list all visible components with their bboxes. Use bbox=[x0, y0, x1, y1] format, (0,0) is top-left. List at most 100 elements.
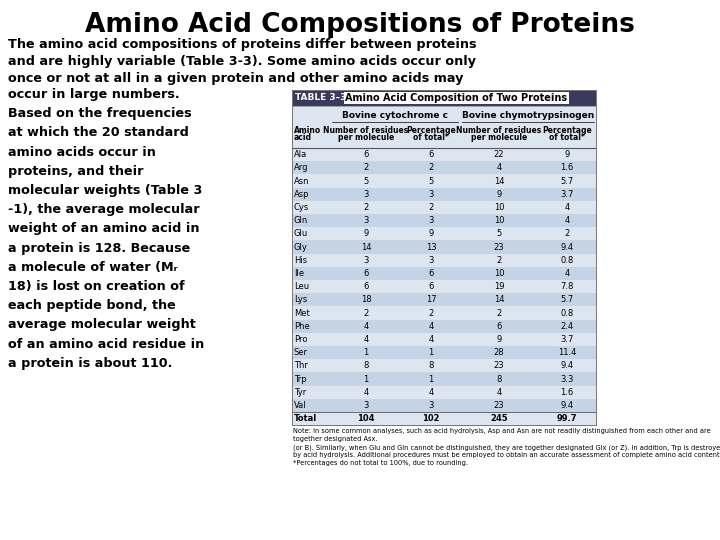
Text: average molecular weight: average molecular weight bbox=[8, 319, 196, 332]
Text: 2.4: 2.4 bbox=[560, 322, 574, 330]
Text: 1: 1 bbox=[364, 348, 369, 357]
Text: 4: 4 bbox=[564, 269, 570, 278]
Text: Glu: Glu bbox=[294, 230, 308, 238]
Text: 10: 10 bbox=[494, 216, 504, 225]
Text: 14: 14 bbox=[494, 177, 504, 186]
Text: 4: 4 bbox=[564, 203, 570, 212]
Text: 14: 14 bbox=[494, 295, 504, 305]
Text: Ser: Ser bbox=[294, 348, 308, 357]
Bar bbox=[292, 148, 596, 161]
Text: 245: 245 bbox=[490, 414, 508, 423]
Bar bbox=[292, 412, 596, 425]
Text: 4: 4 bbox=[496, 163, 502, 172]
Text: 3: 3 bbox=[364, 216, 369, 225]
Text: Amino: Amino bbox=[294, 126, 321, 135]
Bar bbox=[292, 174, 596, 187]
Text: *Percentages do not total to 100%, due to rounding.: *Percentages do not total to 100%, due t… bbox=[293, 460, 468, 466]
Text: 6: 6 bbox=[428, 150, 433, 159]
Text: 102: 102 bbox=[422, 414, 440, 423]
Text: 4: 4 bbox=[364, 322, 369, 330]
Text: 18: 18 bbox=[361, 295, 372, 305]
Text: 3.7: 3.7 bbox=[560, 335, 574, 344]
Bar bbox=[292, 293, 596, 306]
Text: Pro: Pro bbox=[294, 335, 307, 344]
Text: Note: In some common analyses, such as acid hydrolysis, Asp and Asn are not read: Note: In some common analyses, such as a… bbox=[293, 428, 711, 434]
Text: 4: 4 bbox=[496, 388, 502, 397]
Text: 10: 10 bbox=[494, 203, 504, 212]
Text: Percentage: Percentage bbox=[406, 126, 456, 135]
Text: 9: 9 bbox=[496, 190, 502, 199]
Text: 5.7: 5.7 bbox=[560, 177, 574, 186]
Text: 6: 6 bbox=[428, 282, 433, 291]
Text: 5: 5 bbox=[496, 230, 502, 238]
Text: 4: 4 bbox=[364, 335, 369, 344]
Bar bbox=[292, 333, 596, 346]
Text: Bovine cytochrome c: Bovine cytochrome c bbox=[342, 111, 448, 120]
Bar bbox=[292, 227, 596, 240]
Text: per molecule: per molecule bbox=[338, 133, 394, 143]
Text: at which the 20 standard: at which the 20 standard bbox=[8, 126, 189, 139]
Text: 23: 23 bbox=[494, 242, 504, 252]
Text: weight of an amino acid in: weight of an amino acid in bbox=[8, 222, 199, 235]
Text: 1: 1 bbox=[428, 375, 433, 383]
Text: 2: 2 bbox=[428, 163, 433, 172]
Text: (or B). Similarly, when Glu and Gln cannot be distinguished, they are together d: (or B). Similarly, when Glu and Gln cann… bbox=[293, 444, 720, 451]
Text: 5.7: 5.7 bbox=[560, 295, 574, 305]
Bar bbox=[292, 306, 596, 320]
Text: Based on the frequencies: Based on the frequencies bbox=[8, 107, 192, 120]
Text: a protein is 128. Because: a protein is 128. Because bbox=[8, 241, 190, 254]
Text: His: His bbox=[294, 256, 307, 265]
Bar bbox=[292, 267, 596, 280]
Text: 10: 10 bbox=[494, 269, 504, 278]
Text: a molecule of water (Mᵣ: a molecule of water (Mᵣ bbox=[8, 261, 178, 274]
Text: 1: 1 bbox=[364, 375, 369, 383]
Text: 3.3: 3.3 bbox=[560, 375, 574, 383]
Text: Tyr: Tyr bbox=[294, 388, 306, 397]
Text: amino acids occur in: amino acids occur in bbox=[8, 146, 156, 159]
Text: 17: 17 bbox=[426, 295, 436, 305]
Text: 28: 28 bbox=[494, 348, 504, 357]
Text: 23: 23 bbox=[494, 401, 504, 410]
Text: 8: 8 bbox=[428, 361, 433, 370]
Text: 2: 2 bbox=[564, 230, 570, 238]
Text: Gln: Gln bbox=[294, 216, 308, 225]
Text: proteins, and their: proteins, and their bbox=[8, 165, 143, 178]
Text: by acid hydrolysis. Additional procedures must be employed to obtain an accurate: by acid hydrolysis. Additional procedure… bbox=[293, 452, 720, 458]
Text: 11.4: 11.4 bbox=[558, 348, 576, 357]
Text: 22: 22 bbox=[494, 150, 504, 159]
Text: Asp: Asp bbox=[294, 190, 310, 199]
Text: Ile: Ile bbox=[294, 269, 304, 278]
Text: 2: 2 bbox=[496, 308, 502, 318]
Text: 6: 6 bbox=[364, 282, 369, 291]
Text: 2: 2 bbox=[428, 308, 433, 318]
Text: 8: 8 bbox=[364, 361, 369, 370]
Text: 9: 9 bbox=[364, 230, 369, 238]
Text: and are highly variable (Table 3-3). Some amino acids occur only: and are highly variable (Table 3-3). Som… bbox=[8, 55, 476, 68]
Bar bbox=[292, 106, 596, 148]
Text: 2: 2 bbox=[428, 203, 433, 212]
Text: Met: Met bbox=[294, 308, 310, 318]
Text: Gly: Gly bbox=[294, 242, 308, 252]
Bar bbox=[292, 386, 596, 399]
Text: 6: 6 bbox=[364, 269, 369, 278]
Text: Leu: Leu bbox=[294, 282, 309, 291]
Text: 2: 2 bbox=[496, 256, 502, 265]
Text: 0.8: 0.8 bbox=[560, 256, 574, 265]
Text: 9.4: 9.4 bbox=[560, 401, 574, 410]
Text: 5: 5 bbox=[428, 177, 433, 186]
Bar bbox=[292, 359, 596, 373]
Bar bbox=[292, 90, 596, 106]
Text: 104: 104 bbox=[357, 414, 374, 423]
Bar bbox=[292, 201, 596, 214]
Text: each peptide bond, the: each peptide bond, the bbox=[8, 299, 176, 312]
Text: Val: Val bbox=[294, 401, 307, 410]
Text: 1.6: 1.6 bbox=[560, 163, 574, 172]
Text: 9: 9 bbox=[564, 150, 570, 159]
Text: 4: 4 bbox=[428, 335, 433, 344]
Text: once or not at all in a given protein and other amino acids may: once or not at all in a given protein an… bbox=[8, 72, 464, 85]
Text: 9.4: 9.4 bbox=[560, 361, 574, 370]
Text: 3.7: 3.7 bbox=[560, 190, 574, 199]
Text: Amino Acid Compositions of Proteins: Amino Acid Compositions of Proteins bbox=[85, 12, 635, 38]
Text: of total*: of total* bbox=[549, 133, 585, 143]
Text: 2: 2 bbox=[364, 163, 369, 172]
